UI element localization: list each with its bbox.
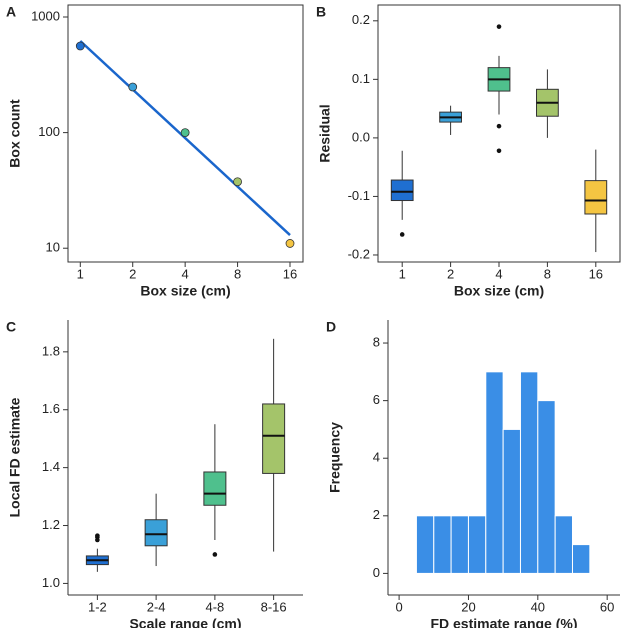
bar [485,371,504,574]
plot-frame [377,4,621,263]
outlier [496,148,502,154]
y-tick-label: 4 [373,450,380,465]
x-tick-label: 0 [395,599,402,614]
bar [537,400,556,574]
x-tick-label: 16 [283,266,297,281]
bar [554,515,573,574]
fit-line [79,40,291,236]
x-tick-label: 1-2 [88,599,107,614]
x-tick-label: 4 [182,266,189,281]
x-tick-label: 20 [461,599,475,614]
y-tick-label: 2 [373,507,380,522]
point [180,128,190,138]
point [128,82,138,92]
y-tick-label: 0.2 [352,12,370,27]
x-axis-label: FD estimate range (%) [430,616,577,628]
y-axis-label: Residual [317,104,333,162]
x-tick-label: 1 [399,266,406,281]
x-tick-label: 4 [495,266,502,281]
y-axis-label: Local FD estimate [7,397,23,517]
bar [502,428,521,574]
outlier [399,232,405,237]
box [203,471,227,506]
x-axis-label: Box size (cm) [140,283,230,299]
y-tick-label: -0.1 [348,188,370,203]
bar [571,544,591,574]
bar [415,515,435,574]
bar [519,371,539,574]
y-tick-label: 0 [373,565,380,580]
panel-label: B [316,4,326,20]
point [75,41,85,51]
x-tick-label: 2 [129,266,136,281]
outlier [95,533,100,538]
y-tick-label: 1.8 [42,343,60,358]
panel-label: D [326,319,336,335]
outlier [496,123,502,129]
outlier [496,24,502,29]
box [144,519,168,547]
outlier [212,552,218,557]
y-tick-label: 1.6 [42,401,60,416]
bar [450,515,469,574]
x-tick-label: 40 [531,599,545,614]
y-tick-label: 1000 [31,8,60,23]
x-tick-label: 2 [447,266,454,281]
y-axis-label: Box count [7,99,23,168]
y-tick-label: 6 [373,392,380,407]
x-tick-label: 4-8 [205,599,224,614]
panel-label: A [6,4,16,20]
bar [433,515,452,574]
point [285,239,295,248]
y-tick-label: 1.0 [42,575,60,590]
x-tick-label: 2-4 [147,599,166,614]
point [233,177,242,187]
x-tick-label: 60 [600,599,614,614]
y-tick-label: 1.4 [42,459,60,474]
panel-label: C [6,319,16,335]
y-tick-label: 100 [38,124,60,139]
x-tick-label: 1 [77,266,84,281]
y-tick-label: 0.1 [352,71,370,86]
x-tick-label: 16 [589,266,603,281]
x-axis-label: Scale range (cm) [129,616,241,628]
x-axis-label: Box size (cm) [454,283,544,299]
x-tick-label: 8 [544,266,551,281]
y-tick-label: 10 [46,240,60,255]
y-axis-label: Frequency [327,422,343,493]
y-tick-label: -0.2 [348,246,370,261]
y-tick-label: 8 [373,334,380,349]
y-tick-label: 0.0 [352,129,370,144]
box [584,180,608,215]
y-tick-label: 1.2 [42,517,60,532]
bar [467,515,487,574]
x-tick-label: 8-16 [261,599,287,614]
box [262,403,286,474]
x-tick-label: 8 [234,266,241,281]
box [390,179,414,202]
